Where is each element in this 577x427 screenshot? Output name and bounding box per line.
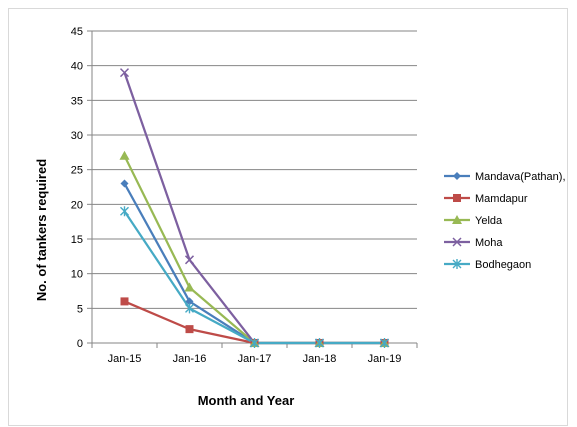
legend-item: Mamdapur (444, 193, 528, 205)
y-tick-label: 35 (71, 95, 83, 107)
series-line-1 (124, 300, 385, 345)
legend-marker (453, 172, 461, 180)
data-point (120, 297, 129, 306)
series-line-3 (123, 72, 385, 345)
legend: Mandava(Pathan), Mamdapur Yelda Moha Bodhega… (444, 171, 566, 271)
y-axis-ticks: 0 5 10 15 20 25 30 35 40 45 (71, 26, 92, 350)
series-lines (123, 72, 385, 345)
legend-marker (452, 237, 462, 247)
y-tick-label: 0 (77, 338, 83, 350)
data-point (315, 338, 324, 348)
y-tick-label: 25 (71, 165, 83, 177)
data-point (380, 338, 389, 348)
legend-marker (453, 194, 461, 202)
x-tick-label: Jan-15 (108, 353, 142, 365)
y-tick-label: 20 (71, 199, 83, 211)
series-line-4 (123, 210, 385, 345)
x-tick-label: Jan-18 (303, 353, 337, 365)
legend-item: Yelda (444, 215, 503, 227)
y-tick-label: 15 (71, 234, 83, 246)
data-point (185, 325, 194, 334)
legend-label: Yelda (475, 215, 503, 227)
x-tick-label: Jan-19 (368, 353, 402, 365)
legend-label: Moha (475, 237, 503, 249)
y-tick-label: 40 (71, 61, 83, 73)
legend-item: Bodhegaon (444, 259, 531, 271)
legend-item: Moha (444, 237, 503, 249)
legend-label: Mamdapur (475, 193, 528, 205)
legend-label: Mandava(Pathan), (475, 171, 566, 183)
chart-area (8, 8, 568, 426)
legend-marker (452, 215, 462, 224)
legend-label: Bodhegaon (475, 259, 531, 271)
legend-item: Mandava(Pathan), (444, 171, 566, 183)
data-point (184, 282, 195, 292)
y-tick-label: 30 (71, 130, 83, 142)
legend-marker (452, 259, 462, 269)
data-point (120, 179, 129, 188)
data-point (185, 303, 194, 314)
series-markers (119, 68, 390, 348)
y-tick-label: 45 (71, 26, 83, 38)
data-point (250, 338, 259, 348)
data-point (119, 150, 130, 160)
y-tick-label: 10 (71, 269, 83, 281)
data-point (119, 68, 130, 78)
x-tick-label: Jan-16 (173, 353, 207, 365)
y-tick-label: 5 (77, 303, 83, 315)
y-axis-title: No. of tankers required (34, 159, 49, 301)
x-axis-ticks: Jan-15 Jan-16 Jan-17 Jan-18 Jan-19 (91, 343, 418, 365)
x-axis-title: Month and Year (198, 393, 295, 408)
data-point (120, 206, 129, 217)
data-point (185, 297, 194, 306)
x-tick-label: Jan-17 (238, 353, 272, 365)
data-point (184, 255, 195, 265)
